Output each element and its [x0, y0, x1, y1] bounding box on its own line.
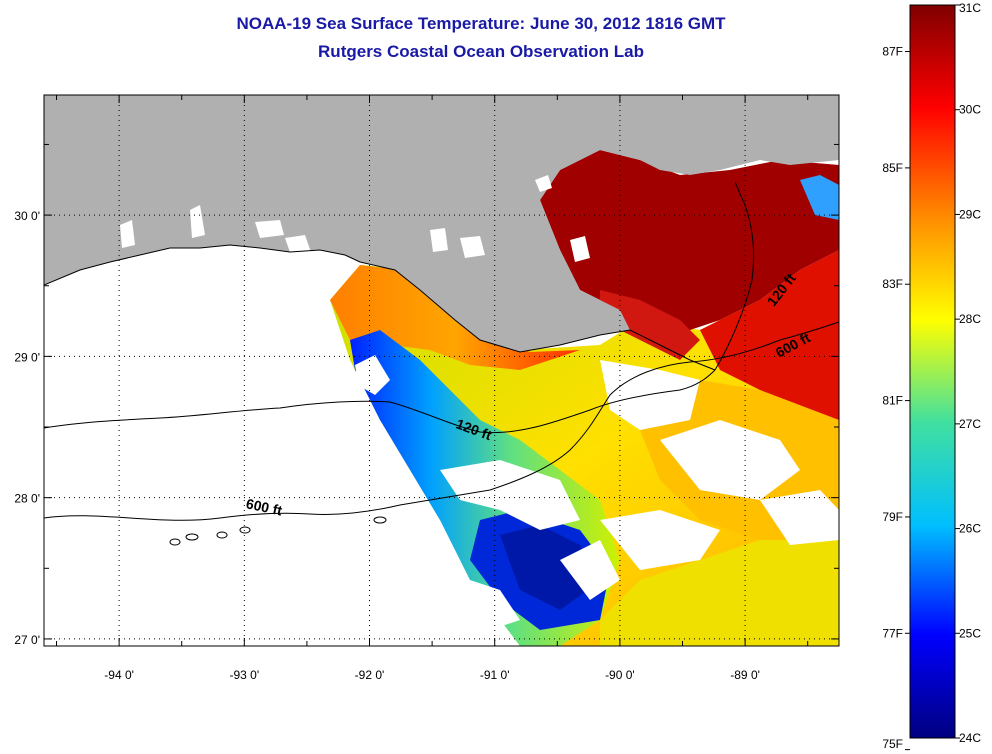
lon-tick-label: -89 0': [730, 668, 760, 682]
colorbar-fahrenheit-label: 77F: [882, 626, 903, 640]
colorbar-celsius-label: 26C: [959, 522, 981, 536]
map-subtitle: Rutgers Coastal Ocean Observation Lab: [318, 42, 644, 61]
colorbar-fahrenheit-label: 79F: [882, 510, 903, 524]
isobath-600ft-west: [44, 321, 839, 521]
lat-tick-label: 27 0': [14, 633, 40, 647]
colorbar-fahrenheit-label: 81F: [882, 394, 903, 408]
lon-tick-label: -91 0': [480, 668, 510, 682]
isobath-120ft-east: [714, 181, 755, 371]
colorbar-celsius-label: 24C: [959, 731, 981, 745]
colorbar-celsius-label: 31C: [959, 1, 981, 15]
colorbar-fahrenheit-label: 87F: [882, 45, 903, 59]
colorbar-fahrenheit-label: 85F: [882, 161, 903, 175]
sst-swath: [330, 150, 839, 646]
colorbar-fahrenheit-label: 83F: [882, 277, 903, 291]
colorbar-celsius-label: 25C: [959, 626, 981, 640]
land-mass: [44, 95, 839, 352]
colorbar: 31C 30C 29C 28C 27C 26C 25C 24C 87F 85F 83F 81F 79F 7…: [882, 1, 981, 751]
lat-tick-label: 28 0': [14, 492, 40, 506]
colorbar-celsius-label: 28C: [959, 312, 981, 326]
contour-label: 600 ft: [245, 495, 284, 518]
lon-tick-label: -94 0': [104, 668, 134, 682]
colorbar-celsius-label: 30C: [959, 103, 981, 117]
lat-tick-label: 29 0': [14, 350, 40, 364]
lon-tick-label: -92 0': [355, 668, 385, 682]
lon-tick-label: -90 0': [605, 668, 635, 682]
coastline: [44, 244, 716, 371]
map-title: NOAA-19 Sea Surface Temperature: June 30…: [236, 14, 726, 33]
colorbar-celsius-label: 29C: [959, 207, 981, 221]
lat-tick-label: 30 0': [14, 209, 40, 223]
colorbar-gradient: [909, 4, 956, 739]
isobath-small-rings: [169, 516, 387, 546]
isobath-120ft-west: [44, 369, 716, 434]
colorbar-fahrenheit-label: 75F: [882, 737, 903, 751]
lon-tick-label: -93 0': [229, 668, 259, 682]
colorbar-celsius-label: 27C: [959, 417, 981, 431]
map-frame: [43, 94, 840, 647]
lat-lon-grid: [44, 95, 839, 646]
